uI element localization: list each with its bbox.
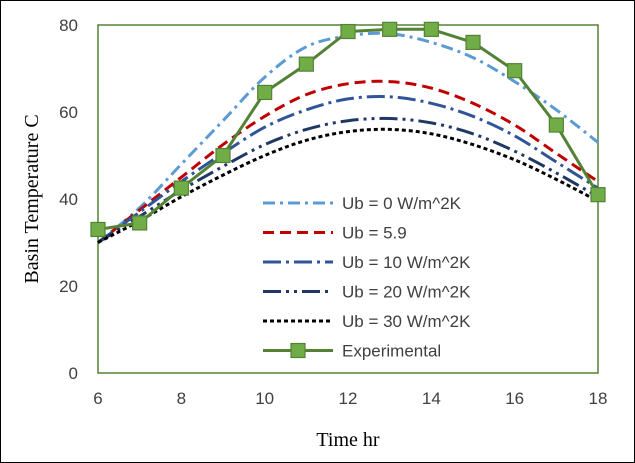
series-point-experimental (257, 84, 273, 101)
series-point-experimental (173, 180, 189, 196)
series-point-experimental (298, 56, 314, 72)
legend-label-ub-5-9: Ub = 5.9 (342, 224, 407, 243)
y-tick-label: 60 (59, 103, 78, 122)
series-point-experimental (90, 221, 106, 238)
series-point-experimental (340, 23, 356, 40)
y-axis-title: Basin Temperature C (21, 114, 43, 283)
legend-label-experimental: Experimental (342, 342, 441, 361)
series-point-experimental (507, 63, 523, 79)
x-tick-label: 8 (177, 389, 186, 408)
x-tick-label: 14 (422, 389, 441, 408)
series-point-experimental (423, 21, 439, 37)
x-tick-label: 16 (505, 389, 524, 408)
x-tick-label: 18 (589, 389, 608, 408)
y-tick-label: 40 (59, 190, 78, 209)
x-tick-label: 6 (93, 389, 102, 408)
series-line-ub-10-w-m-2k (97, 95, 599, 244)
series-line-ub-30-w-m-2k (97, 127, 599, 244)
legend-label-ub-0-w-m-2k: Ub = 0 W/m^2K (342, 194, 462, 213)
x-axis-title: Time hr (316, 429, 380, 451)
series-point-experimental (382, 21, 398, 37)
y-tick-label: 80 (59, 16, 78, 35)
x-tick-label: 12 (339, 389, 358, 408)
legend-label-ub-10-w-m-2k: Ub = 10 W/m^2K (342, 253, 471, 272)
legend-label-ub-30-w-m-2k: Ub = 30 W/m^2K (342, 312, 471, 331)
series-point-experimental (590, 187, 606, 203)
series-point-experimental (132, 215, 148, 231)
legend-marker-experimental (290, 342, 306, 359)
series-line-ub-5-9 (97, 79, 599, 244)
y-tick-label: 0 (69, 364, 78, 383)
legend-label-ub-20-w-m-2k: Ub = 20 W/m^2K (342, 283, 471, 302)
series-line-ub-20-w-m-2k (97, 116, 599, 244)
series-point-experimental (548, 117, 564, 133)
x-tick-label: 10 (255, 389, 274, 408)
series-point-experimental (465, 34, 481, 51)
series-point-experimental (215, 147, 231, 164)
y-tick-label: 20 (59, 277, 78, 296)
